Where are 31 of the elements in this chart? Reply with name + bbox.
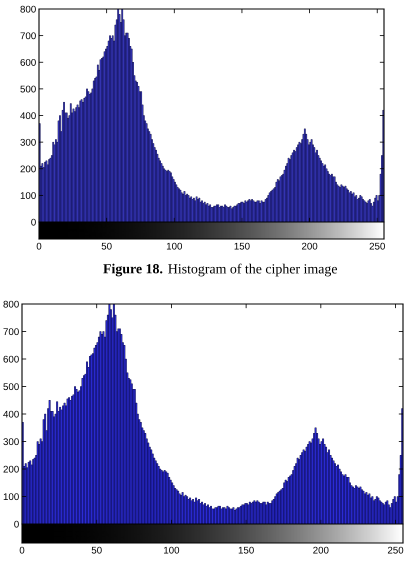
- x-tick-label: 50: [92, 546, 102, 554]
- x-tick-label: 150: [234, 242, 250, 250]
- y-tick-label: 400: [20, 112, 36, 120]
- x-tick-label: 250: [370, 242, 385, 250]
- y-tick-label: 600: [20, 58, 36, 66]
- y-tick-label: 500: [20, 86, 36, 92]
- y-tick-label: 700: [20, 32, 36, 40]
- x-tick-label: 100: [164, 546, 180, 554]
- y-tick-label: 200: [20, 165, 36, 172]
- x-tick-label: 200: [313, 546, 329, 554]
- y-tick-label: 300: [20, 138, 36, 146]
- y-tick-label: 0: [14, 520, 19, 528]
- y-tick-label: 200: [3, 466, 19, 473]
- y-tick-label: 0: [31, 218, 36, 226]
- y-tick-label: 300: [3, 438, 19, 446]
- x-tick-label: 0: [36, 242, 42, 250]
- y-tick-label: 600: [3, 356, 19, 363]
- y-tick-label: 100: [4, 493, 19, 500]
- y-tick-label: 500: [3, 383, 19, 390]
- y-tick-label: 800: [20, 6, 36, 13]
- x-tick-label: 50: [102, 242, 112, 250]
- y-tick-label: 100: [20, 192, 36, 199]
- text: Histogram of the cipher image: [168, 264, 338, 276]
- x-tick-label: 150: [238, 546, 254, 554]
- y-tick-label: 800: [3, 300, 19, 308]
- x-tick-label: 100: [166, 242, 182, 250]
- x-tick-label: 250: [388, 546, 404, 554]
- y-tick-label: 400: [3, 410, 19, 418]
- caption: Figure 18.: [103, 264, 162, 276]
- y-tick-label: 700: [4, 328, 19, 336]
- x-tick-label: 200: [302, 242, 318, 250]
